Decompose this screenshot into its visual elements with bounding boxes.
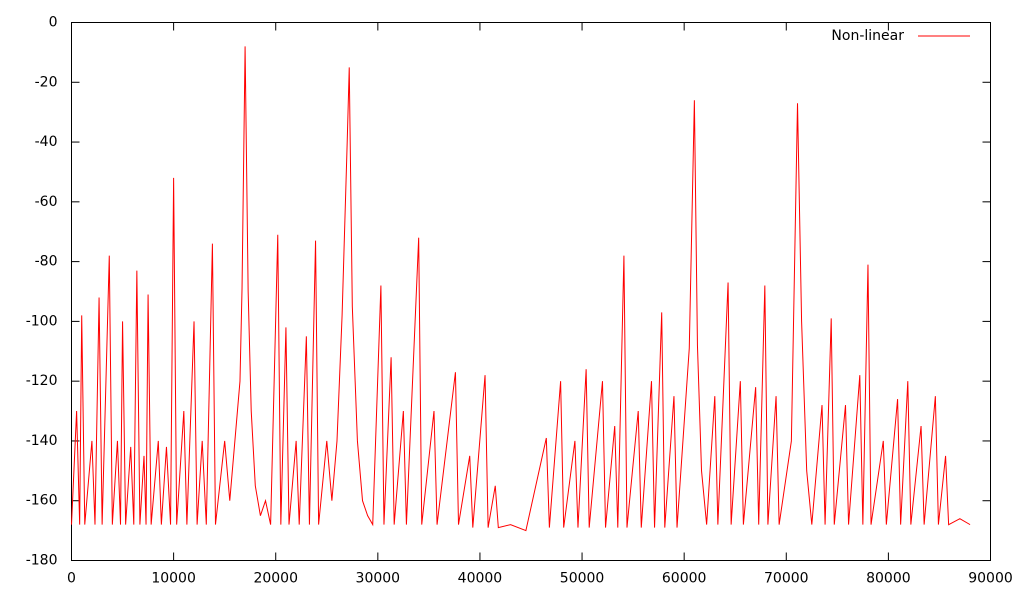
x-tick-label: 80000	[866, 571, 911, 587]
x-tick-label: 40000	[458, 571, 503, 587]
y-tick-label: -120	[26, 373, 58, 389]
y-tick-label: -80	[35, 254, 58, 270]
x-tick-label: 20000	[253, 571, 298, 587]
x-tick-label: 50000	[560, 571, 605, 587]
y-tick-label: -20	[35, 74, 58, 90]
x-tick-label: 60000	[662, 571, 707, 587]
legend-label: Non-linear	[831, 28, 904, 44]
y-tick-label: -100	[26, 313, 58, 329]
x-tick-label: 30000	[356, 571, 401, 587]
x-tick-label: 10000	[151, 571, 196, 587]
x-tick-label: 90000	[968, 571, 1013, 587]
y-tick-label: -180	[26, 553, 58, 569]
y-tick-label: -160	[26, 493, 58, 509]
plot-frame	[71, 22, 991, 561]
series-line	[71, 46, 971, 532]
x-tick-label: 0	[67, 571, 76, 587]
y-tick-label: -60	[35, 194, 58, 210]
y-tick-label: -140	[26, 433, 58, 449]
y-tick-label: -40	[35, 134, 58, 150]
x-tick-label: 70000	[764, 571, 809, 587]
y-tick-label: 0	[49, 15, 58, 31]
